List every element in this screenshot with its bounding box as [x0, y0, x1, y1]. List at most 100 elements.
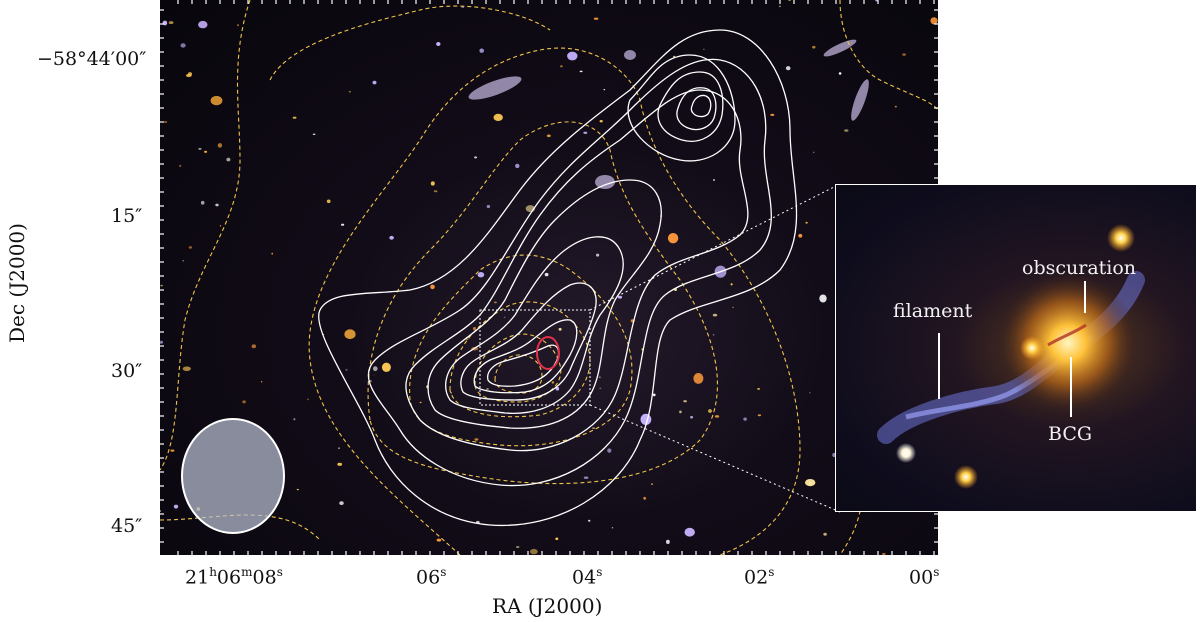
- galaxy-dot: [712, 334, 715, 336]
- galaxy-dot: [667, 233, 679, 244]
- galaxy-dot: [162, 20, 168, 26]
- galaxy-dot: [599, 120, 603, 123]
- galaxy-dot: [643, 496, 647, 500]
- galaxy-dot: [555, 386, 560, 391]
- galaxy-dot: [598, 376, 601, 378]
- galaxy-dot: [603, 89, 606, 91]
- galaxy-dot: [819, 294, 827, 303]
- galaxy-dot: [182, 366, 191, 372]
- galaxy-dot: [684, 527, 695, 537]
- highlight-ellipse: [536, 336, 560, 370]
- galaxy-dot: [785, 66, 791, 71]
- galaxy-dot: [188, 246, 193, 249]
- galaxy-dot: [293, 418, 296, 421]
- galaxy-elongated: [468, 76, 522, 100]
- galaxy-dot: [345, 369, 348, 371]
- radio-contours: [318, 29, 798, 527]
- galaxy-dot: [708, 409, 712, 413]
- obscuration-label: obscuration: [1022, 257, 1137, 279]
- galaxy-dot: [599, 387, 602, 389]
- y-tick-label: 45″: [111, 515, 143, 537]
- galaxy-dot: [679, 410, 682, 414]
- galaxy-dot: [713, 179, 715, 181]
- galaxy-dot: [436, 42, 441, 46]
- inset-panel: filament obscuration BCG: [835, 184, 1197, 512]
- galaxy-dot: [757, 414, 762, 417]
- galaxy-dot: [261, 381, 263, 383]
- galaxy-dot: [881, 552, 886, 555]
- galaxy-dot: [373, 366, 378, 372]
- galaxy-dot: [348, 91, 351, 93]
- galaxy-dot: [338, 447, 340, 450]
- galaxy-dot: [168, 21, 174, 25]
- galaxy-dot: [555, 537, 559, 541]
- galaxy-dot: [486, 388, 489, 390]
- galaxy-dot: [486, 204, 491, 209]
- x-tick-label: 21h06m08s: [185, 565, 283, 589]
- galaxy-dot: [693, 373, 704, 384]
- galaxy-dot: [757, 388, 761, 390]
- galaxy-dot: [381, 362, 391, 372]
- galaxy-dot: [607, 448, 612, 453]
- inset-canvas: [877, 224, 1145, 489]
- galaxy-dot: [583, 476, 589, 479]
- filament-label: filament: [893, 300, 973, 322]
- galaxy-dot: [198, 20, 208, 29]
- galaxy-elongated: [624, 50, 636, 60]
- galaxy-dot: [339, 501, 344, 505]
- galaxy-dot: [226, 157, 231, 162]
- galaxy-elongated: [851, 79, 869, 121]
- galaxy-dot: [503, 316, 506, 318]
- galaxy-dot: [217, 143, 223, 148]
- galaxy-dot: [809, 392, 811, 394]
- galaxy-elongated: [595, 175, 615, 189]
- galaxy-dot: [493, 301, 497, 304]
- galaxy-dot: [237, 24, 239, 27]
- galaxy-dot: [312, 133, 316, 135]
- galaxy-dot: [611, 527, 614, 529]
- galaxy-dot: [583, 131, 588, 134]
- galaxy-dot: [219, 225, 222, 227]
- galaxy-dot: [466, 338, 469, 340]
- galaxy-dot: [472, 327, 477, 331]
- galaxy-dot: [551, 381, 555, 384]
- galaxy-dot: [894, 105, 897, 108]
- galaxy-dot: [337, 462, 343, 466]
- galaxy-dot: [714, 415, 720, 418]
- galaxy-dot: [179, 165, 182, 167]
- galaxy-dot: [788, 0, 791, 1]
- galaxy-dot: [902, 53, 906, 56]
- galaxy-dot: [712, 313, 718, 317]
- galaxy-dot: [808, 482, 812, 485]
- galaxy-dot: [326, 199, 331, 204]
- galaxy-dot: [173, 504, 179, 509]
- y-tick-label: 30″: [111, 360, 143, 382]
- galaxy-dot: [730, 283, 733, 286]
- zoom-indicator: [479, 183, 841, 513]
- galaxy-dot: [875, 0, 878, 2]
- galaxy-dot: [242, 400, 246, 404]
- galaxy-dot: [198, 148, 202, 150]
- x-tick-label: 04s: [572, 565, 603, 589]
- galaxy-dot: [477, 272, 485, 278]
- galaxy-dot: [474, 156, 477, 159]
- galaxy-dot: [666, 539, 670, 545]
- galaxy-dot: [844, 129, 849, 132]
- galaxy-dot: [433, 190, 438, 193]
- galaxy-dot: [341, 223, 345, 226]
- galaxy-dot: [160, 340, 164, 344]
- galaxy-dot: [567, 51, 578, 61]
- galaxy-dot: [373, 374, 375, 376]
- galaxy-dot: [732, 306, 734, 308]
- galaxy-dot: [389, 235, 394, 240]
- galaxy-dot: [703, 48, 705, 50]
- galaxy-dot: [652, 393, 656, 397]
- galaxy-dot: [558, 327, 562, 331]
- galaxy-dot: [812, 151, 815, 153]
- galaxy-dot: [690, 415, 694, 419]
- galaxy-dot: [180, 43, 186, 48]
- galaxy-dot: [516, 546, 520, 548]
- x-tick-label: 02s: [744, 565, 775, 589]
- xray-contours: [160, 0, 938, 555]
- galaxy-dot: [187, 72, 193, 76]
